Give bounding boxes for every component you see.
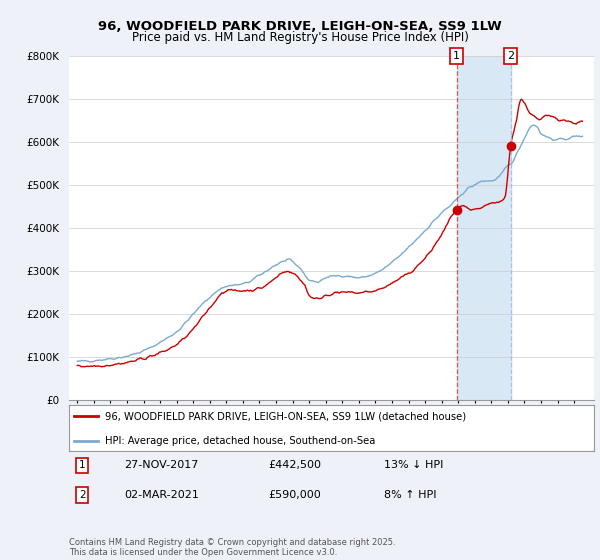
Text: 8% ↑ HPI: 8% ↑ HPI (384, 490, 437, 500)
Text: 1: 1 (79, 460, 85, 470)
Bar (457, 56, 511, 400)
Text: 96, WOODFIELD PARK DRIVE, LEIGH-ON-SEA, SS9 1LW: 96, WOODFIELD PARK DRIVE, LEIGH-ON-SEA, … (98, 20, 502, 32)
Text: 27-NOV-2017: 27-NOV-2017 (124, 460, 199, 470)
Text: HPI: Average price, detached house, Southend-on-Sea: HPI: Average price, detached house, Sout… (105, 436, 375, 446)
Text: £590,000: £590,000 (269, 490, 321, 500)
Text: Contains HM Land Registry data © Crown copyright and database right 2025.
This d: Contains HM Land Registry data © Crown c… (69, 538, 395, 557)
Text: £442,500: £442,500 (269, 460, 322, 470)
Text: 1: 1 (453, 51, 460, 61)
Text: 13% ↓ HPI: 13% ↓ HPI (384, 460, 443, 470)
Text: Price paid vs. HM Land Registry's House Price Index (HPI): Price paid vs. HM Land Registry's House … (131, 31, 469, 44)
Text: 96, WOODFIELD PARK DRIVE, LEIGH-ON-SEA, SS9 1LW (detached house): 96, WOODFIELD PARK DRIVE, LEIGH-ON-SEA, … (105, 412, 466, 421)
Text: 02-MAR-2021: 02-MAR-2021 (124, 490, 199, 500)
Text: 2: 2 (79, 490, 85, 500)
Text: 2: 2 (507, 51, 514, 61)
